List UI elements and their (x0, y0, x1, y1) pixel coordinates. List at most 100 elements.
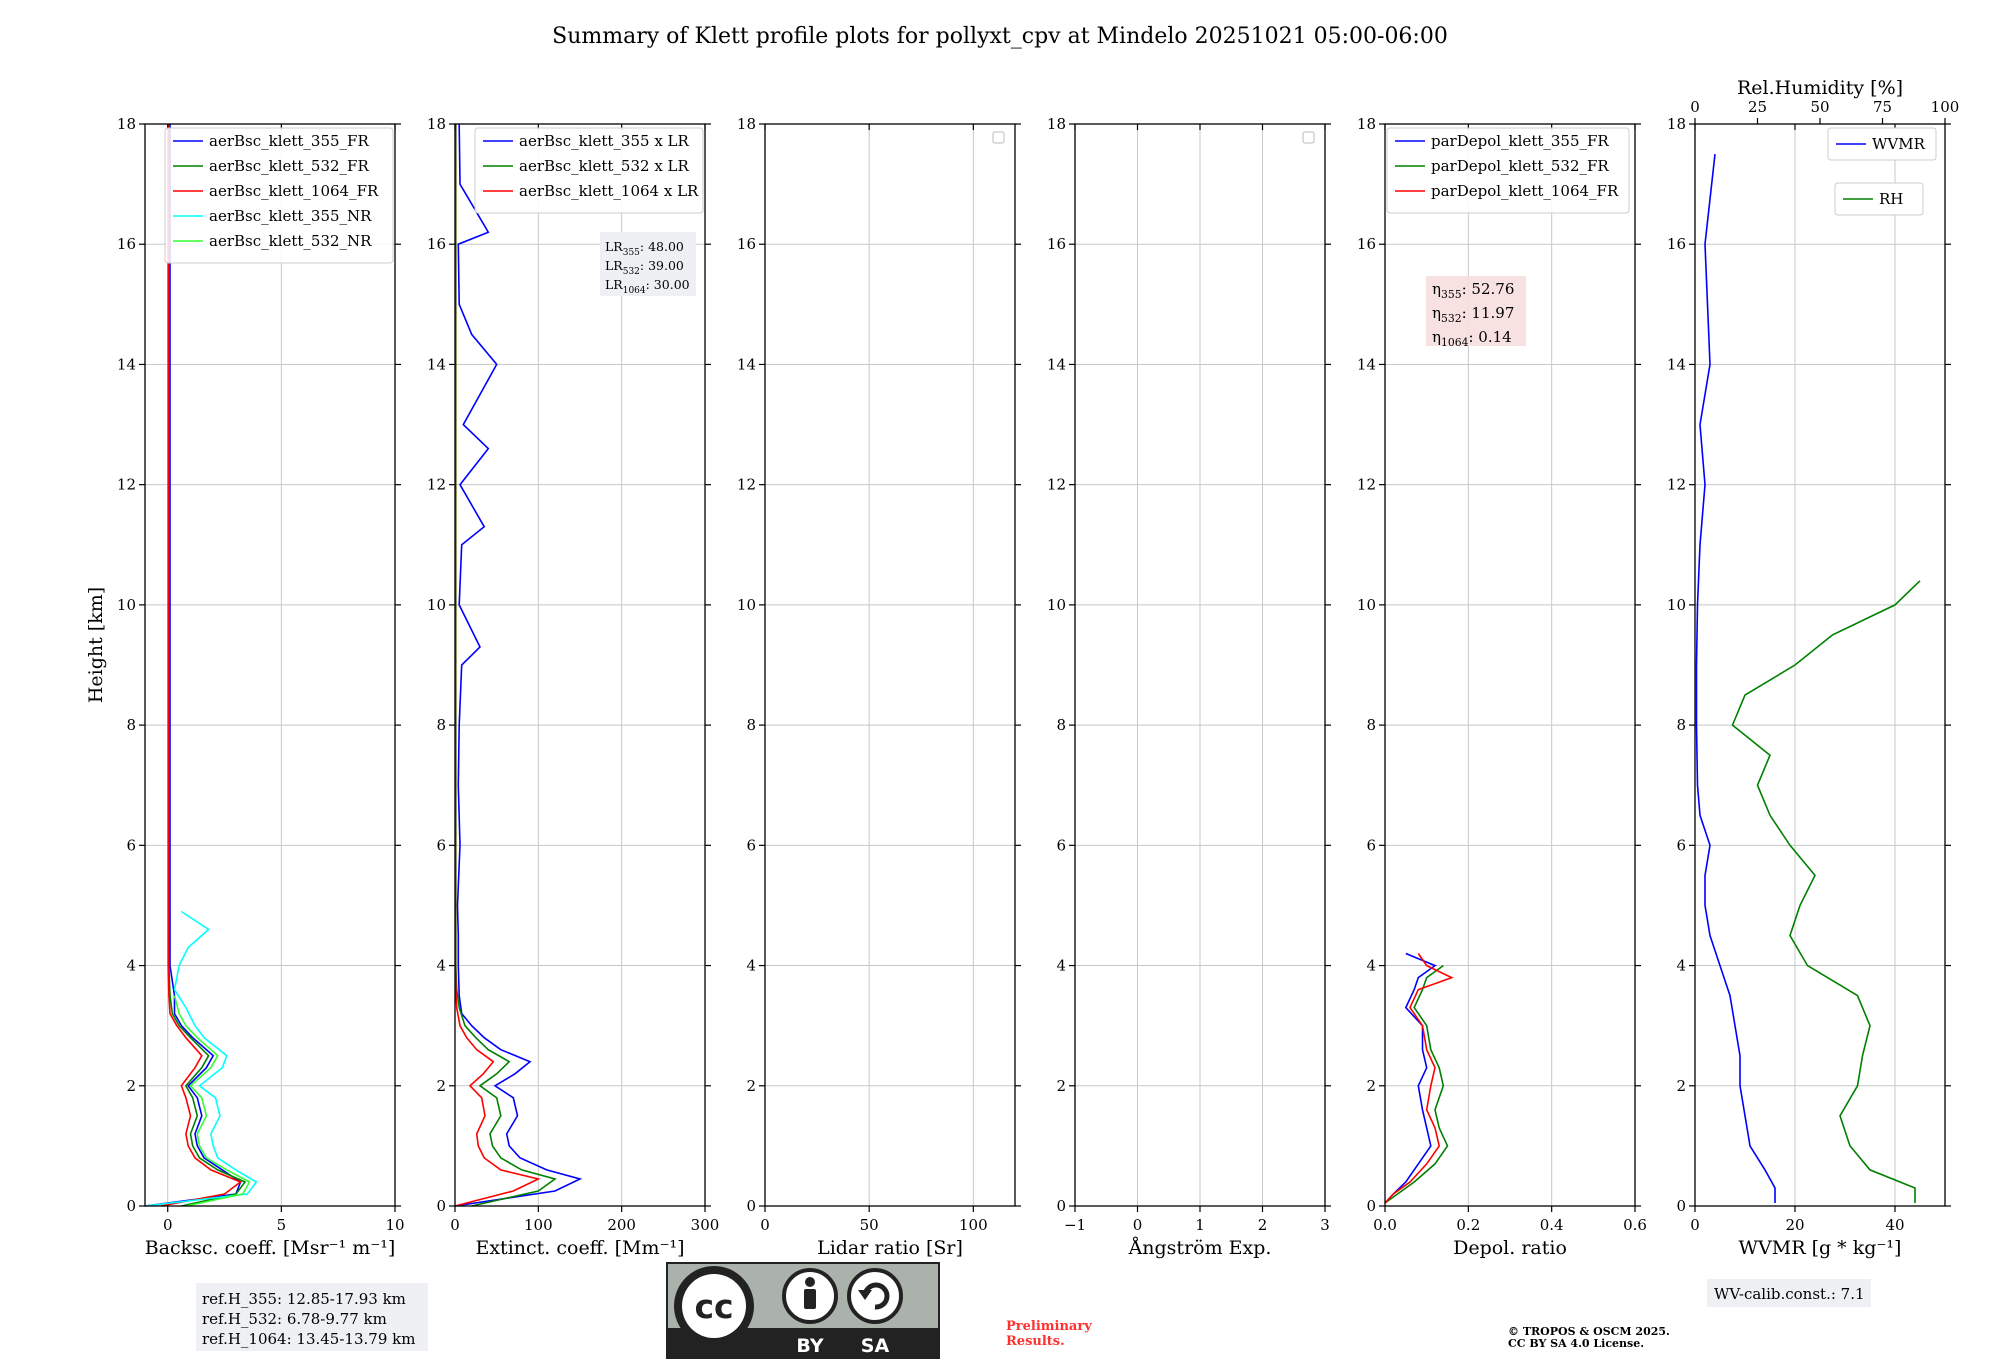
legend-box (1827, 127, 1937, 161)
annotation-box (1707, 1279, 1871, 1307)
y-tick-label: 0 (126, 1197, 136, 1215)
figure-title: Summary of Klett profile plots for polly… (552, 24, 1448, 49)
y-tick-label: 12 (117, 476, 136, 494)
copyright-line-1: © TROPOS & OSCM 2025. (1508, 1325, 1670, 1338)
y-tick-label: 4 (1056, 957, 1066, 975)
y-tick-label: 8 (436, 716, 446, 734)
y-tick-label: 2 (1676, 1077, 1686, 1095)
y-tick-label: 2 (1056, 1077, 1066, 1095)
series-line-parDepol_klett_355_FR (1384, 952, 1437, 1204)
y-tick-label: 0 (746, 1197, 756, 1215)
y-tick-label: 8 (1056, 716, 1066, 734)
legend-entry: parDepol_klett_532_FR (1431, 157, 1609, 175)
y-tick-label: 14 (117, 355, 136, 373)
panel-extinction: 0 100 200 300 0 2 4 6 8 10 12 14 16 18 Extinct. coeff.… (427, 115, 719, 1259)
y-tick-label: 14 (427, 355, 446, 373)
empty-legend-box (992, 131, 1005, 144)
y-tick-label: 14 (1357, 355, 1376, 373)
y-tick-label: 16 (737, 235, 756, 253)
y-tick-label: 2 (746, 1077, 756, 1095)
y-tick-label: 18 (1357, 115, 1376, 133)
x2-tick-label: 75 (1873, 98, 1892, 116)
y-tick-label: 18 (117, 115, 136, 133)
eta-box: η355: 52.76 η532: 11.97 η1064: 0.14 (1426, 276, 1526, 349)
series-line-WVMR (1695, 154, 1776, 1203)
sa-share-alike-icon (847, 1268, 903, 1324)
x-tick-label: 20 (1785, 1216, 1804, 1234)
x-tick-label: 0 (163, 1216, 173, 1234)
y-tick-label: 12 (427, 476, 446, 494)
y-tick-label: 0 (1676, 1197, 1686, 1215)
license-sa-label: SA (861, 1335, 890, 1357)
y-tick-label: 12 (1047, 476, 1066, 494)
svg-text:cc: cc (694, 1287, 733, 1326)
legend-entry: RH (1879, 190, 1903, 208)
legend-entry: aerBsc_klett_532 x LR (519, 157, 690, 175)
lidar-ratio-line: LR1064: 30.00 (605, 277, 690, 296)
x2-axis-label: Rel.Humidity [%] (1737, 77, 1903, 99)
wv-calib-text: WV-calib.const.: 7.1 (1714, 1285, 1865, 1303)
y-tick-label: 12 (737, 476, 756, 494)
preliminary-line-1: Preliminary (1006, 1319, 1092, 1334)
y-tick-label: 6 (1056, 836, 1066, 854)
y-tick-label: 8 (1676, 716, 1686, 734)
y-tick-label: 4 (436, 957, 446, 975)
y-tick-label: 12 (1357, 476, 1376, 494)
x-tick-label: 2 (1258, 1216, 1268, 1234)
y-tick-label: 8 (1366, 716, 1376, 734)
series-line-parDepol_klett_532_FR (1384, 964, 1449, 1204)
preliminary-note: Preliminary Results. (1006, 1319, 1092, 1349)
y-tick-label: 10 (427, 596, 446, 614)
legend-box (474, 127, 704, 214)
panel-wvmr: 0 20 40 0 2 4 6 8 10 12 14 16 18 WVMR [g * kg⁻¹] 0 25 50… (1667, 77, 1959, 1307)
legend-backscatter: aerBsc_klett_355_FR aerBsc_klett_532_FRae… (164, 127, 394, 264)
y-tick-label: 18 (1667, 115, 1686, 133)
x-tick-label: 50 (860, 1216, 879, 1234)
x-axis-label: Lidar ratio [Sr] (817, 1237, 963, 1259)
y-tick-label: 16 (117, 235, 136, 253)
legend-extinction: aerBsc_klett_355 x LR aerBsc_klett_532 x … (474, 127, 704, 214)
reference-height-box: ref.H_355: 12.85-17.93 km ref.H_532: 6.78… (196, 1283, 428, 1351)
legend-rh: RH (1834, 182, 1924, 216)
lidar-ratio-line: LR355: 48.00 (605, 239, 684, 258)
legend-box (1834, 182, 1924, 216)
y-tick-label: 10 (737, 596, 756, 614)
x2-tick-label: 50 (1810, 98, 1829, 116)
x-tick-label: 0.0 (1373, 1216, 1397, 1234)
y-tick-label: 0 (1366, 1197, 1376, 1215)
y-tick-label: 4 (1366, 957, 1376, 975)
x-tick-label: 0 (450, 1216, 460, 1234)
x-tick-label: 0.4 (1540, 1216, 1564, 1234)
y-tick-label: 2 (1366, 1077, 1376, 1095)
y-tick-label: 10 (1047, 596, 1066, 614)
x-axis-label: Backsc. coeff. [Msr⁻¹ m⁻¹] (145, 1237, 396, 1259)
x-tick-label: 300 (691, 1216, 720, 1234)
axes-frame (764, 123, 1016, 1207)
y-tick-label: 10 (1357, 596, 1376, 614)
y-tick-label: 18 (427, 115, 446, 133)
x-tick-label: 100 (959, 1216, 988, 1234)
y-tick-label: 16 (1047, 235, 1066, 253)
y-tick-label: 2 (126, 1077, 136, 1095)
copyright-line-2: CC BY SA 4.0 License. (1508, 1337, 1644, 1350)
legend-entry: aerBsc_klett_355_FR (209, 132, 369, 150)
annotation-box (1426, 276, 1526, 346)
y-tick-label: 14 (1667, 355, 1686, 373)
y-tick-label: 10 (117, 596, 136, 614)
wv-calib-box: WV-calib.const.: 7.1 (1707, 1279, 1871, 1307)
x-tick-label: 0 (760, 1216, 770, 1234)
y-tick-label: 10 (1667, 596, 1686, 614)
legend-box (1386, 127, 1630, 214)
y-tick-label: 2 (436, 1077, 446, 1095)
legend-entry: aerBsc_klett_355_NR (209, 207, 372, 225)
y-tick-label: 6 (1676, 836, 1686, 854)
eta-line: η355: 52.76 (1432, 280, 1514, 301)
legend-wvmr: WVMR (1827, 127, 1937, 161)
y-tick-label: 4 (126, 957, 136, 975)
x-tick-label: 0.6 (1623, 1216, 1647, 1234)
x-tick-label: 0 (1690, 1216, 1700, 1234)
x-axis-label: Ångström Exp. (1128, 1237, 1272, 1259)
y-tick-label: 6 (436, 836, 446, 854)
cc-logo-icon: cc (674, 1266, 754, 1346)
